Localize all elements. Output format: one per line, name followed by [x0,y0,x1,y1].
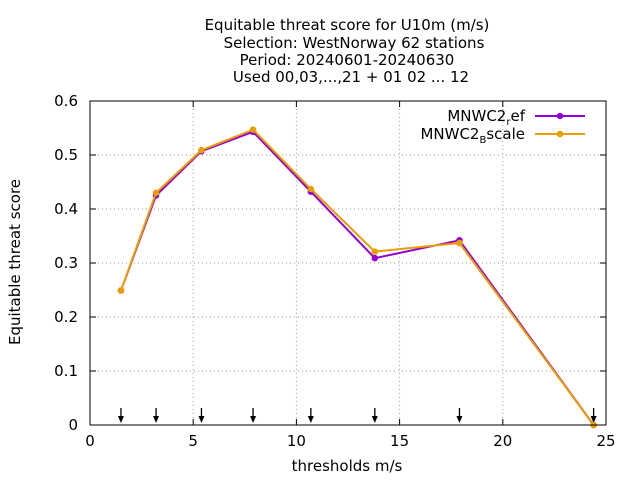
threshold-markers [117,408,597,423]
y-tick-label: 0.6 [54,92,78,110]
series-layer [117,126,597,429]
threshold-arrow [456,408,463,423]
x-tick-label: 25 [596,432,615,450]
plot-frame [89,100,607,426]
data-point [249,126,257,133]
threshold-arrow [371,408,378,423]
data-point [152,189,160,196]
x-tick-label: 10 [287,432,306,450]
y-tick-label: 0.2 [54,308,78,326]
threshold-arrow [307,408,314,423]
chart-title: Equitable threat score for U10m (m/s) Se… [205,16,490,86]
y-tick-label: 0.3 [54,254,78,272]
data-point [371,248,378,255]
threshold-arrow [198,408,205,423]
y-axis-label: Equitable threat score [6,179,24,345]
y-tick-label: 0.5 [54,146,78,164]
axis-ticks: 0 5 10 15 20 25 0 0.1 0.2 0.3 0.4 0.5 0.6 [54,92,615,450]
x-axis-label: thresholds m/s [292,457,403,475]
title-line-2: Selection: WestNorway 62 stations [224,34,485,52]
series-1 [117,128,597,429]
threshold-arrow [590,408,597,423]
legend-entry-2: MNWC2Bscale [420,125,585,146]
threshold-arrow [250,408,257,423]
data-point [198,147,205,154]
data-point [556,112,564,120]
y-tick-label: 0.4 [54,200,78,218]
grid [90,101,606,425]
series-line [120,130,595,426]
threshold-arrow [117,408,124,423]
y-tick-label: 0 [68,416,78,434]
title-line-1: Equitable threat score for U10m (m/s) [205,16,490,34]
legend-entry-1: MNWC2ref [447,107,585,128]
series-2 [117,126,597,429]
x-tick-label: 20 [493,432,512,450]
x-tick-label: 5 [188,432,198,450]
title-line-3: Period: 20240601-20240630 [240,51,455,69]
data-point [307,185,314,193]
title-line-4: Used 00,03,...,21 + 01 02 ... 12 [233,68,469,86]
legend-label: MNWC2Bscale [420,125,525,146]
x-tick-label: 15 [390,432,409,450]
series-line [120,128,595,426]
threshold-arrow [153,408,160,423]
legend-label: MNWC2ref [447,107,525,128]
data-point [371,255,378,262]
x-tick-label: 0 [85,432,95,450]
data-point [556,130,564,138]
y-tick-label: 0.1 [54,362,78,380]
data-point [456,239,463,247]
data-point [117,287,125,294]
